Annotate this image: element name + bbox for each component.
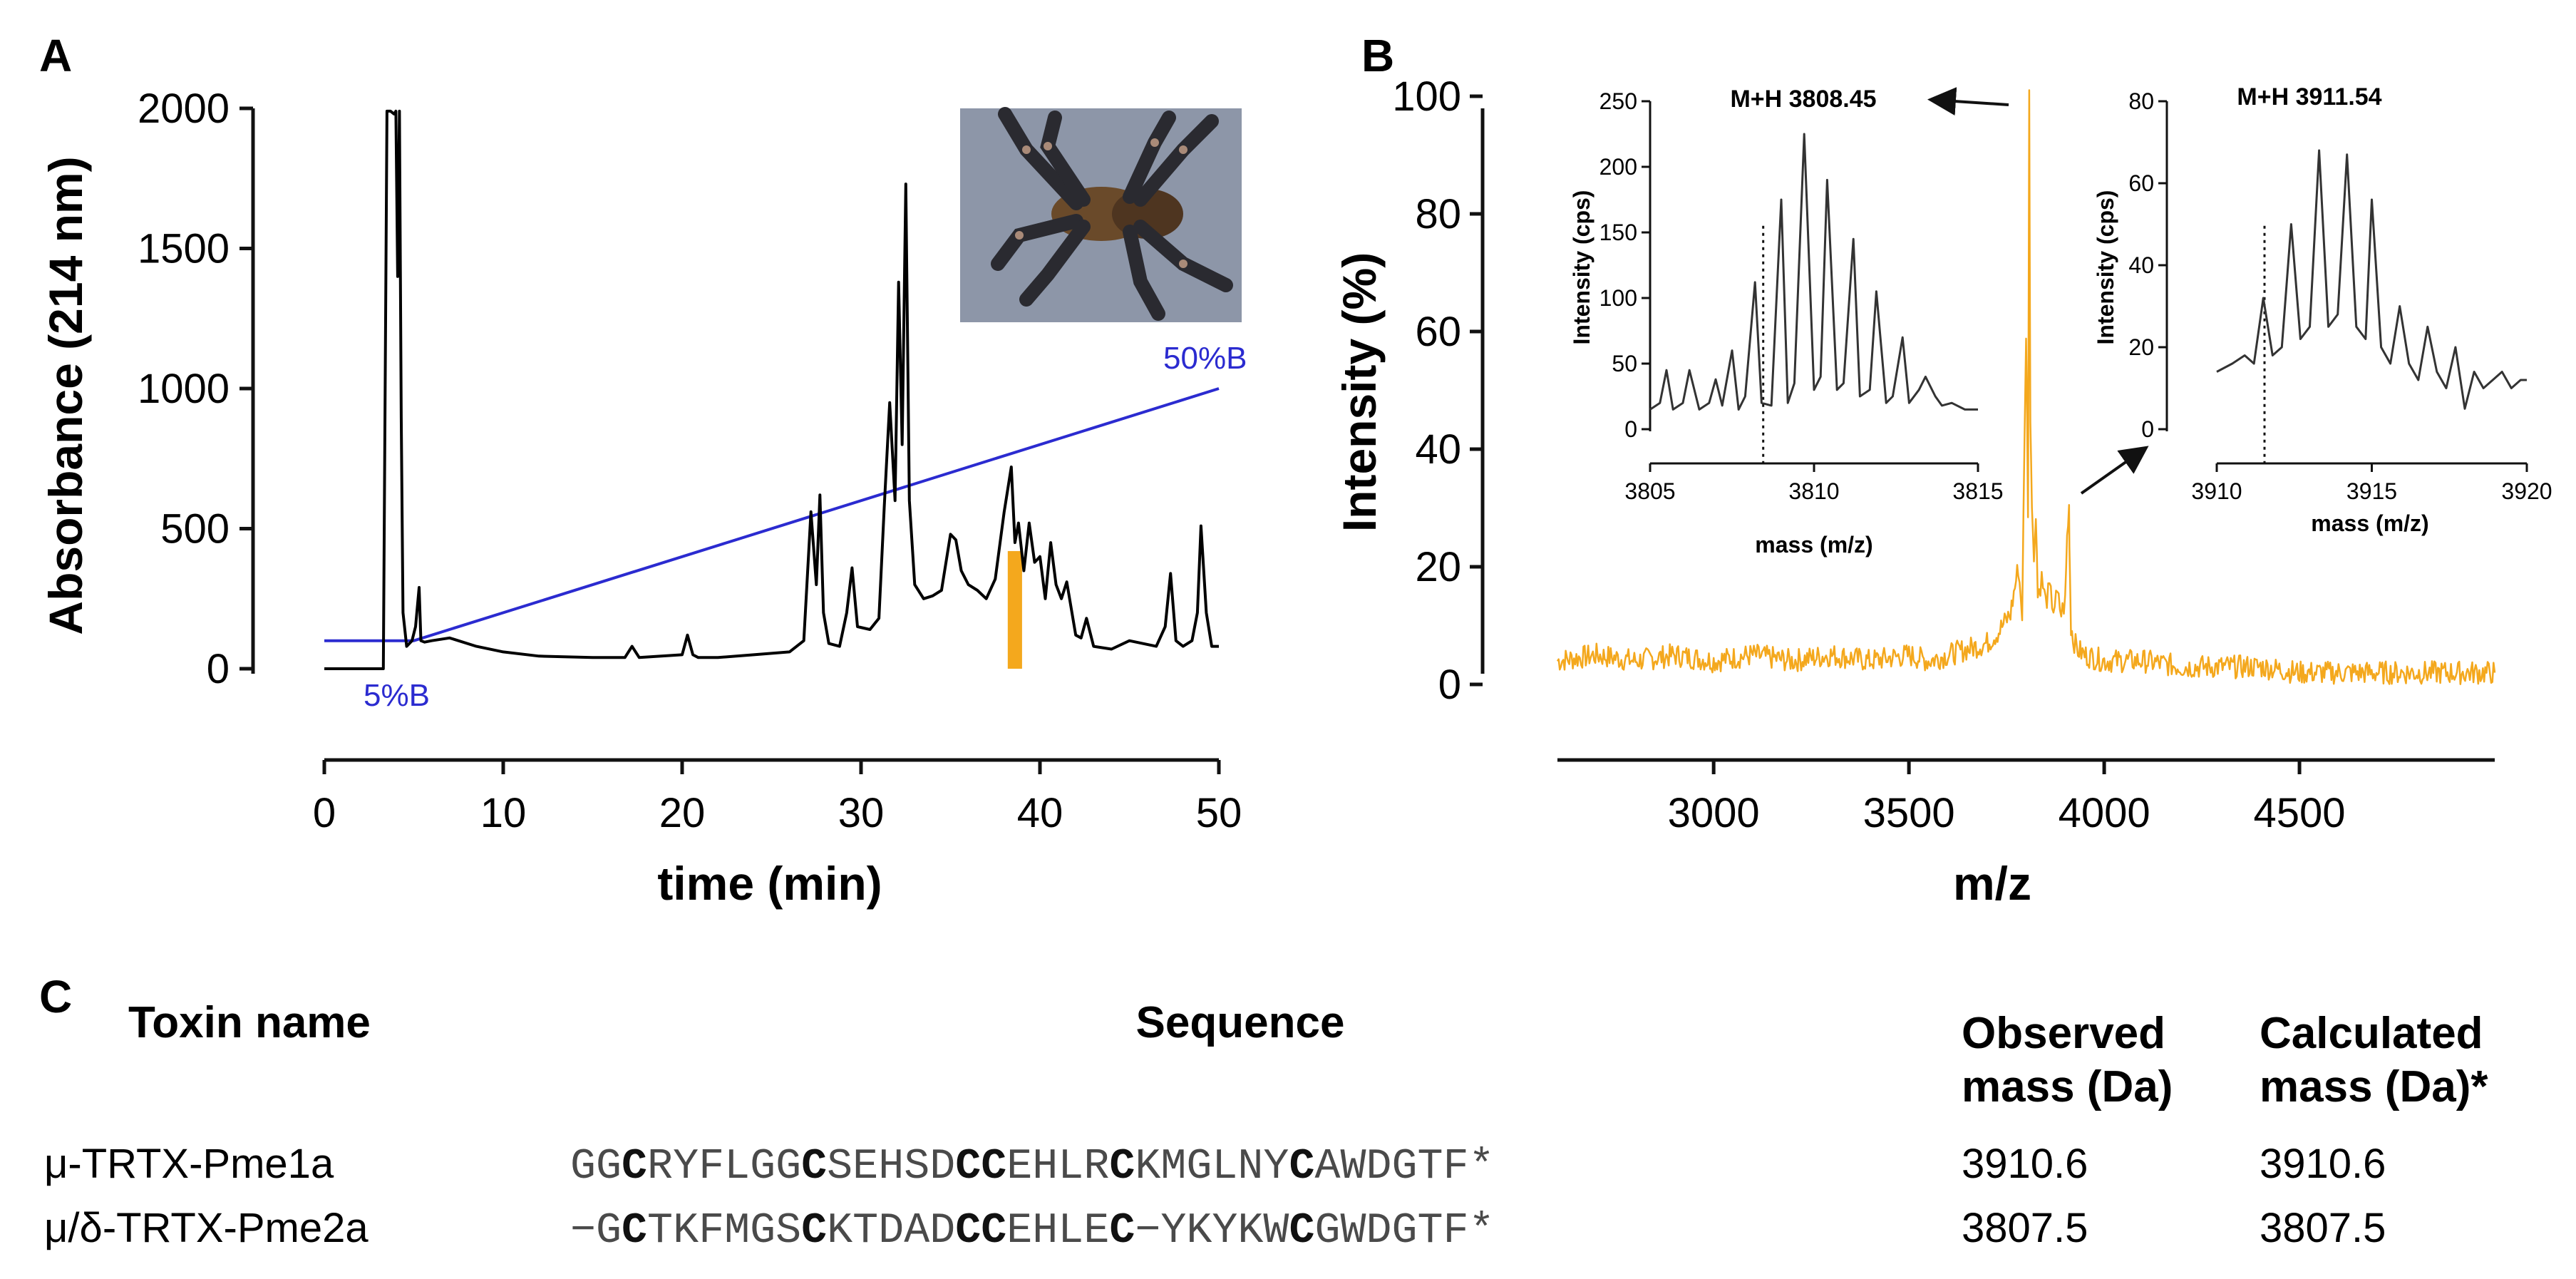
panel-label-b: B [1361, 30, 1394, 81]
spider-photo [960, 107, 1242, 322]
isotope-trace [2216, 149, 2527, 410]
b-x-tick-label: 3500 [1863, 790, 1955, 836]
observed-mass: 3910.6 [1962, 1141, 2088, 1187]
inset2-title: M+H 3911.54 [2237, 83, 2381, 111]
inset-y-tick-label: 0 [1624, 416, 1637, 442]
inset-x-tick-label: 3910 [2191, 478, 2242, 504]
toxin-table: Toxin name Sequence Observed mass (Da) C… [44, 998, 2488, 1255]
arrow-to-inset1 [1927, 87, 2009, 116]
highlight-fraction [1007, 550, 1022, 669]
b-x-tick-label: 4500 [2254, 790, 2346, 836]
panel-label-a: A [39, 30, 72, 81]
spectrum-trace [1556, 89, 2496, 685]
inset-y-tick-label: 0 [2141, 416, 2154, 442]
absorbance-trace [324, 109, 1219, 670]
inset1-y-axis-label: Intensity (cps) [1569, 190, 1594, 345]
b-y-axis-label: Intensity (%) [1333, 252, 1386, 532]
chromatogram-chart: 0 500 1000 1500 2000 0 10 20 30 40 50 [39, 86, 1247, 910]
a-y-tick-label: 500 [160, 506, 230, 553]
inset1-title: M+H 3808.45 [1730, 86, 1876, 113]
header-observed-1: Observed [1962, 1009, 2165, 1058]
inset-y-tick-label: 100 [1599, 285, 1637, 311]
arrow-to-inset2 [2080, 446, 2149, 495]
toxin-sequence: GGCRYFLGGCSEHSDCCEHLRCKMGLNYCAWDGTF* [570, 1143, 1495, 1191]
a-x-tick-label: 0 [313, 790, 336, 836]
b-y-tick-label: 100 [1392, 73, 1461, 120]
table-row: μ-TRTX-Pme1a GGCRYFLGGCSEHSDCCEHLRCKMGLN… [44, 1141, 2386, 1191]
a-y-tick-label: 0 [207, 646, 230, 692]
toxin-name: μ/δ-TRTX-Pme2a [44, 1205, 369, 1251]
inset2-x-axis-label: mass (m/z) [2311, 510, 2428, 536]
b-y-tick-label: 20 [1415, 544, 1461, 590]
a-y-tick-label: 1000 [138, 366, 230, 412]
inset-x-tick-label: 3920 [2501, 478, 2552, 504]
gradient-line [324, 387, 1220, 642]
b-x-axis-label: m/z [1953, 857, 2031, 910]
inset-x-tick-label: 3815 [1952, 478, 2003, 504]
header-observed-2: mass (Da) [1962, 1062, 2173, 1111]
b-y-tick-label: 80 [1415, 191, 1461, 237]
toxin-name: μ-TRTX-Pme1a [44, 1141, 334, 1187]
inset1-x-axis-label: mass (m/z) [1755, 532, 1872, 558]
b-x-tick-label: 4000 [2059, 790, 2150, 836]
a-x-tick-label: 50 [1196, 790, 1242, 836]
b-y-tick-label: 0 [1438, 662, 1461, 708]
a-x-axis-label: time (min) [657, 857, 882, 910]
inset-y-tick-label: 150 [1599, 220, 1637, 245]
a-x-tick-label: 40 [1017, 790, 1063, 836]
a-y-axis-label: Absorbance (214 nm) [39, 156, 92, 635]
b-y-tick-label: 40 [1415, 426, 1461, 473]
panel-label-c: C [39, 971, 72, 1022]
calculated-mass: 3910.6 [2260, 1141, 2386, 1187]
a-y-tick-label: 2000 [138, 86, 230, 132]
inset-y-tick-label: 200 [1599, 154, 1637, 180]
inset-y-tick-label: 80 [2128, 88, 2154, 114]
calculated-mass: 3807.5 [2260, 1205, 2386, 1251]
header-toxin-name: Toxin name [128, 998, 371, 1047]
observed-mass: 3807.5 [1962, 1205, 2088, 1251]
a-x-tick-label: 10 [480, 790, 527, 836]
a-y-tick-label: 1500 [138, 226, 230, 272]
table-row: μ/δ-TRTX-Pme2a −GCTKFMGSCKTDADCCEHLEC−YK… [44, 1205, 2386, 1255]
toxin-sequence: −GCTKFMGSCKTDADCCEHLEC−YKYKWCGWDGTF* [570, 1207, 1495, 1255]
isotope-trace [1649, 133, 1978, 411]
inset-x-tick-label: 3805 [1624, 478, 1675, 504]
inset-y-tick-label: 250 [1599, 88, 1637, 114]
inset-x-tick-label: 3810 [1788, 478, 1839, 504]
gradient-end-label: 50%B [1163, 341, 1247, 376]
inset-x-tick-label: 3915 [2346, 478, 2397, 504]
inset-chart-2: 0 20 40 60 80 3910 3915 3920 M+H 3911.54 Intens… [2093, 83, 2552, 536]
b-y-tick-label: 60 [1415, 309, 1461, 355]
header-sequence: Sequence [1136, 998, 1345, 1047]
a-x-tick-label: 30 [838, 790, 885, 836]
inset2-y-axis-label: Intensity (cps) [2093, 190, 2118, 345]
gradient-start-label: 5%B [364, 678, 430, 713]
inset-y-tick-label: 20 [2128, 334, 2154, 360]
inset-y-tick-label: 60 [2128, 170, 2154, 196]
header-calculated-2: mass (Da)* [2260, 1062, 2488, 1111]
inset-y-tick-label: 50 [1612, 351, 1637, 376]
header-calculated-1: Calculated [2260, 1009, 2483, 1058]
b-x-tick-label: 3000 [1668, 790, 1760, 836]
inset-y-tick-label: 40 [2128, 252, 2154, 278]
a-x-tick-label: 20 [659, 790, 706, 836]
